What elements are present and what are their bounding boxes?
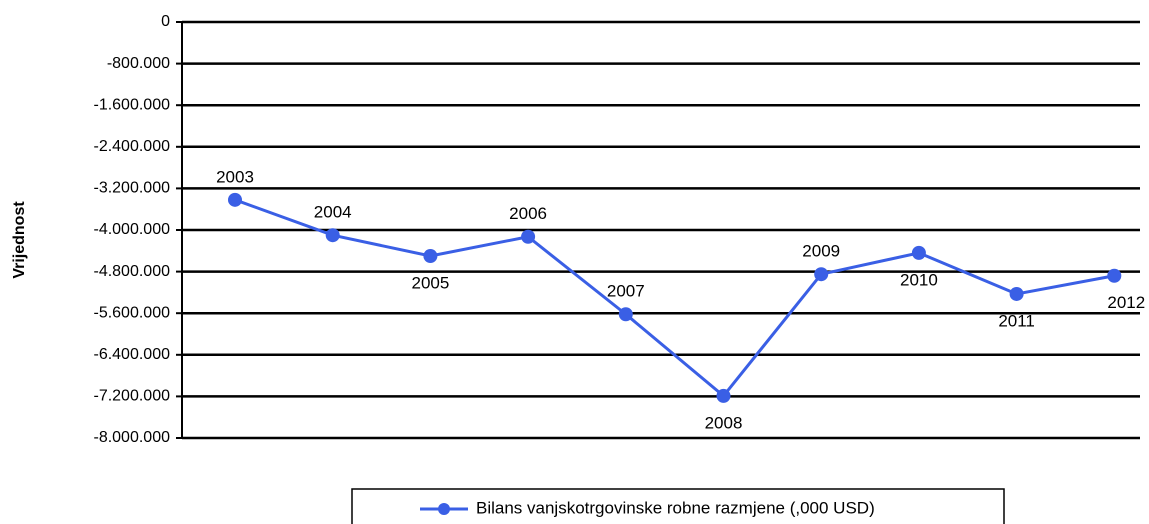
series-line xyxy=(234,198,1115,399)
point-label: 2003 xyxy=(216,167,254,186)
point-label: 2010 xyxy=(900,270,938,289)
point-label: 2009 xyxy=(802,242,840,261)
data-point xyxy=(618,307,633,322)
legend-marker xyxy=(438,503,450,515)
y-tick-label: -4.800.000 xyxy=(93,263,170,280)
y-tick-label: -7.200.000 xyxy=(93,388,170,405)
y-tick-label: 0 xyxy=(161,13,170,30)
y-tick-label: -3.200.000 xyxy=(93,180,170,197)
point-label: 2004 xyxy=(314,203,352,222)
data-point xyxy=(521,229,536,244)
point-label: 2008 xyxy=(705,413,743,432)
data-point xyxy=(1009,286,1024,301)
point-label: 2006 xyxy=(509,204,547,223)
point-label: 2012 xyxy=(1107,293,1145,312)
point-label: 2007 xyxy=(607,282,645,301)
data-point xyxy=(911,245,926,260)
data-point xyxy=(423,249,438,263)
point-label: 2011 xyxy=(998,311,1035,330)
legend-label: Bilans vanjskotrgovinske robne razmjene … xyxy=(476,498,875,517)
y-tick-label: -5.600.000 xyxy=(93,304,170,321)
y-tick-label: -6.400.000 xyxy=(93,346,170,363)
legend-box xyxy=(351,488,1005,524)
point-label: 2005 xyxy=(411,273,449,292)
data-point xyxy=(814,267,829,282)
y-tick-label: -1.600.000 xyxy=(93,96,170,113)
y-tick-label: -4.000.000 xyxy=(93,221,170,238)
data-point xyxy=(716,388,731,403)
data-point xyxy=(325,228,340,243)
y-tick-label: -8.000.000 xyxy=(93,429,170,446)
data-point xyxy=(1107,268,1122,283)
y-tick-label: -2.400.000 xyxy=(93,138,170,155)
y-tick-label: -800.000 xyxy=(107,55,170,72)
y-axis-title: Vrijednost xyxy=(11,201,28,279)
data-point xyxy=(228,192,242,207)
